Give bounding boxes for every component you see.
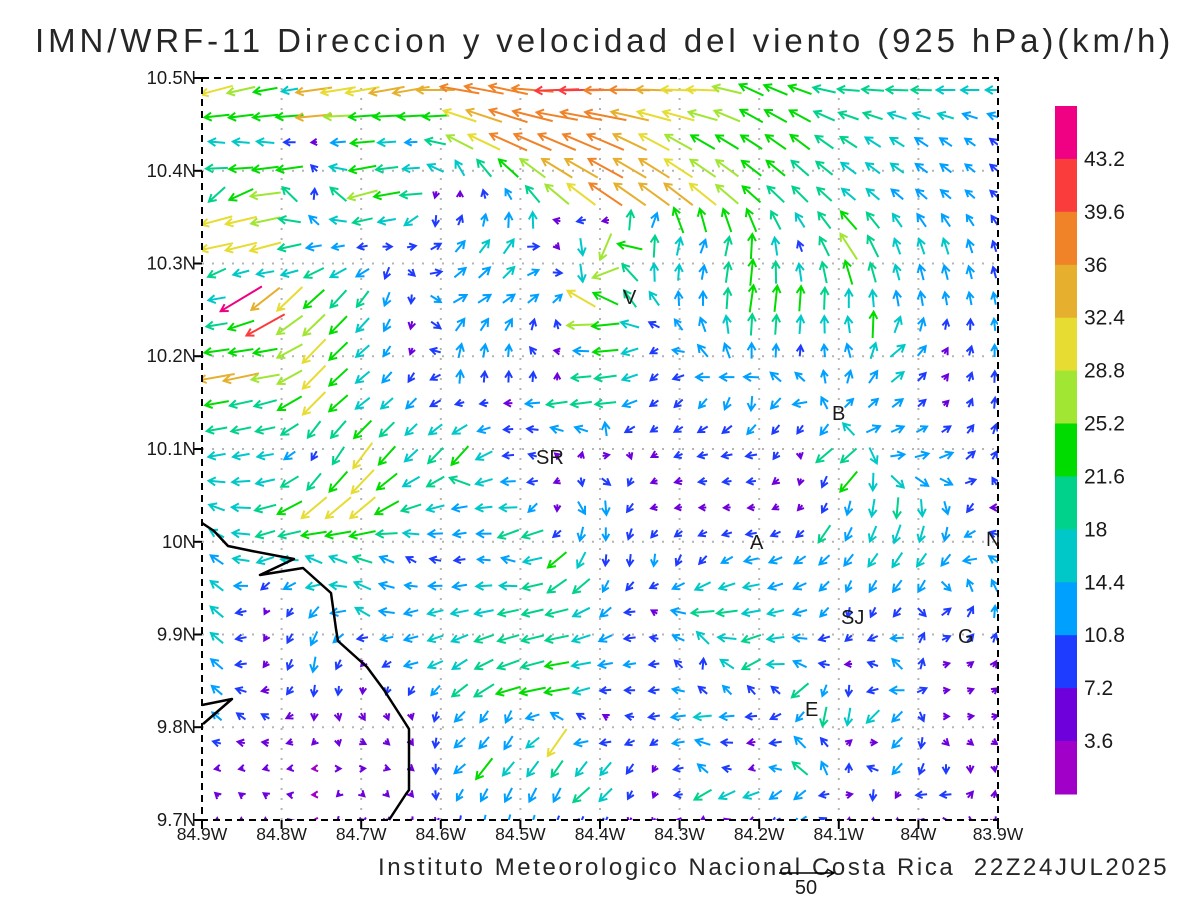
svg-text:SR: SR	[536, 447, 564, 469]
svg-text:84.1W: 84.1W	[814, 824, 865, 844]
svg-text:84.9W: 84.9W	[177, 824, 228, 844]
svg-text:A: A	[750, 532, 764, 554]
svg-text:3.6: 3.6	[1084, 730, 1113, 753]
svg-text:25.2: 25.2	[1084, 413, 1125, 436]
svg-text:10.2N: 10.2N	[147, 345, 196, 366]
svg-text:9.8N: 9.8N	[157, 716, 196, 737]
svg-text:18: 18	[1084, 518, 1107, 541]
svg-text:10.8: 10.8	[1084, 624, 1125, 647]
svg-text:83.9W: 83.9W	[973, 824, 1024, 844]
svg-text:7.2: 7.2	[1084, 677, 1113, 700]
svg-text:14.4: 14.4	[1084, 571, 1125, 594]
svg-text:9.9N: 9.9N	[157, 624, 196, 645]
svg-text:SJ: SJ	[841, 607, 864, 629]
svg-text:B: B	[832, 403, 845, 425]
svg-text:84.5W: 84.5W	[495, 824, 546, 844]
svg-text:9.7N: 9.7N	[157, 809, 196, 830]
svg-text:10N: 10N	[162, 531, 196, 552]
svg-text:84.4W: 84.4W	[575, 824, 626, 844]
svg-text:Instituto Meteorologico Nacion: Instituto Meteorologico Nacional Costa R…	[378, 854, 1169, 881]
svg-text:39.6: 39.6	[1084, 201, 1125, 224]
svg-text:84.2W: 84.2W	[734, 824, 785, 844]
svg-text:10.4N: 10.4N	[147, 160, 196, 181]
svg-text:50: 50	[795, 877, 817, 899]
svg-text:84.3W: 84.3W	[654, 824, 705, 844]
svg-text:21.6: 21.6	[1084, 465, 1125, 488]
svg-text:V: V	[623, 287, 637, 309]
svg-text:10.5N: 10.5N	[147, 67, 196, 88]
svg-text:G: G	[958, 626, 974, 648]
svg-text:84W: 84W	[900, 824, 936, 844]
svg-text:E: E	[805, 699, 818, 721]
svg-text:IMN/WRF-11 Direccion y velocid: IMN/WRF-11 Direccion y velocidad del vie…	[35, 22, 1174, 59]
svg-text:84.6W: 84.6W	[416, 824, 467, 844]
svg-text:84.8W: 84.8W	[256, 824, 307, 844]
svg-text:28.8: 28.8	[1084, 360, 1125, 383]
svg-text:84.7W: 84.7W	[336, 824, 387, 844]
svg-text:10.3N: 10.3N	[147, 253, 196, 274]
svg-text:10.1N: 10.1N	[147, 438, 196, 459]
svg-text:32.4: 32.4	[1084, 307, 1125, 330]
svg-text:36: 36	[1084, 254, 1107, 277]
svg-text:43.2: 43.2	[1084, 148, 1125, 171]
svg-text:N: N	[986, 529, 1000, 551]
